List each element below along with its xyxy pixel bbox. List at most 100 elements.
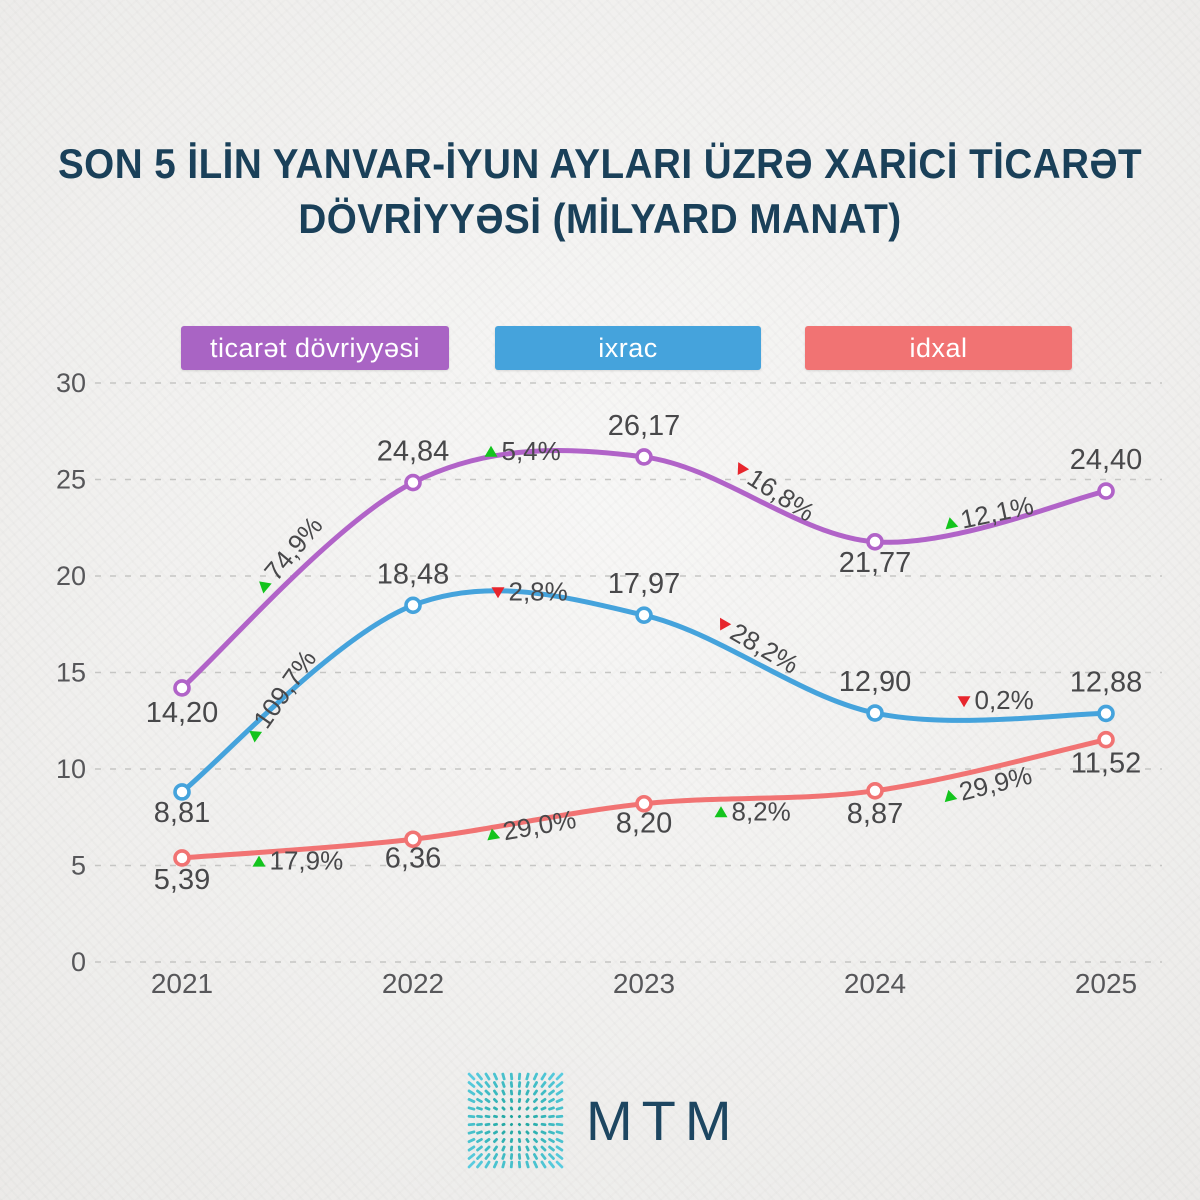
starburst-ray bbox=[525, 1145, 530, 1152]
x-tick-label: 2023 bbox=[613, 968, 675, 999]
change-annotation: 17,9% bbox=[252, 846, 344, 876]
series-line bbox=[179, 448, 1109, 691]
starburst-ray bbox=[532, 1160, 539, 1169]
up-triangle-icon bbox=[945, 517, 959, 530]
change-annotation: 109,7% bbox=[247, 644, 322, 743]
change-percent-label: 17,9% bbox=[270, 846, 344, 876]
change-annotation: 5,4% bbox=[484, 436, 561, 466]
starburst-ray bbox=[492, 1145, 499, 1152]
data-point-marker bbox=[404, 473, 422, 492]
starburst-ray bbox=[493, 1114, 498, 1119]
value-label: 8,81 bbox=[154, 797, 210, 829]
change-percent-label: 2,8% bbox=[509, 576, 568, 606]
value-label: 11,52 bbox=[1071, 748, 1141, 780]
starburst-ray bbox=[501, 1081, 506, 1088]
x-tick-label: 2025 bbox=[1075, 968, 1137, 999]
legend-item-ticaret-dovriyyesi: ticarət dövriyyəsi bbox=[181, 326, 449, 370]
starburst-ray bbox=[484, 1081, 491, 1088]
starburst-ray bbox=[467, 1160, 476, 1169]
data-point-marker bbox=[635, 448, 653, 466]
starburst-ray bbox=[540, 1089, 547, 1096]
y-tick-label: 15 bbox=[56, 658, 86, 688]
starburst-ray bbox=[484, 1130, 491, 1135]
starburst-ray bbox=[555, 1072, 564, 1081]
starburst-ray bbox=[501, 1098, 506, 1103]
change-percent-label: 28,2% bbox=[725, 617, 804, 680]
y-tick-label: 20 bbox=[56, 561, 86, 591]
change-annotation: 29,9% bbox=[944, 760, 1035, 807]
data-point-marker bbox=[404, 596, 422, 615]
starburst-ray bbox=[525, 1081, 530, 1088]
value-label: 6,36 bbox=[385, 842, 441, 874]
data-point-marker bbox=[1097, 482, 1115, 500]
change-annotation: 29,0% bbox=[487, 804, 578, 846]
starburst-ray bbox=[484, 1137, 491, 1144]
starburst-ray bbox=[517, 1145, 522, 1152]
starburst-ray bbox=[476, 1153, 483, 1160]
x-tick-label: 2021 bbox=[151, 968, 213, 999]
starburst-ray bbox=[525, 1153, 530, 1160]
starburst-ray bbox=[533, 1130, 538, 1135]
starburst-ray bbox=[555, 1106, 564, 1111]
starburst-ray bbox=[493, 1130, 498, 1135]
starburst-ray bbox=[492, 1081, 499, 1088]
starburst-ray bbox=[467, 1106, 476, 1111]
data-point-marker bbox=[866, 704, 884, 722]
starburst-ray bbox=[501, 1122, 506, 1127]
change-percent-label: 16,8% bbox=[742, 462, 820, 527]
series-idxal: 17,9% 29,0% 8,2% 29,9% 5,39 6,36 8,20 8,87 11,52 bbox=[154, 730, 1141, 896]
value-label: 21,77 bbox=[839, 547, 912, 579]
change-annotation: 28,2% bbox=[720, 617, 804, 680]
starburst-ray bbox=[555, 1130, 564, 1135]
starburst-ray bbox=[532, 1072, 539, 1081]
starburst-ray bbox=[476, 1137, 483, 1144]
starburst-ray bbox=[492, 1089, 499, 1096]
starburst-ray bbox=[517, 1138, 522, 1143]
starburst-ray bbox=[555, 1137, 564, 1144]
starburst-ray bbox=[517, 1114, 522, 1119]
legend-label: ticarət dövriyyəsi bbox=[209, 332, 421, 363]
starburst-ray bbox=[540, 1137, 547, 1144]
starburst-ray bbox=[501, 1114, 506, 1119]
legend-label: idxal bbox=[909, 332, 968, 363]
starburst-ray bbox=[509, 1098, 514, 1103]
starburst-ray bbox=[548, 1097, 555, 1104]
value-label: 26,17 bbox=[608, 410, 681, 442]
starburst-ray bbox=[467, 1153, 476, 1160]
change-annotation: 0,2% bbox=[957, 685, 1034, 715]
page-title: SON 5 İLİN YANVAR-İYUN AYLARI ÜZRƏ XARİC… bbox=[48, 136, 1152, 247]
starburst-ray bbox=[484, 1114, 491, 1119]
starburst-ray bbox=[555, 1145, 564, 1152]
value-label: 5,39 bbox=[154, 864, 210, 896]
up-triangle-icon bbox=[249, 730, 263, 743]
starburst-ray bbox=[548, 1081, 555, 1088]
up-triangle-icon bbox=[944, 789, 958, 803]
up-triangle-icon bbox=[259, 581, 272, 594]
data-point-marker bbox=[866, 533, 884, 551]
starburst-ray bbox=[540, 1072, 547, 1081]
starburst-ray bbox=[501, 1145, 506, 1152]
starburst-ray bbox=[525, 1130, 530, 1135]
data-point-marker bbox=[635, 606, 653, 624]
starburst-ray bbox=[532, 1081, 539, 1088]
data-point-marker bbox=[404, 830, 422, 849]
series-ixrac: 109,7% 2,8% 28,2% 0,2% 8,81 18,48 17,97 12,90 12… bbox=[154, 558, 1143, 829]
starburst-ray bbox=[484, 1122, 491, 1127]
starburst-ray bbox=[467, 1072, 476, 1081]
starburst-ray bbox=[484, 1160, 491, 1169]
starburst-ray bbox=[517, 1072, 522, 1081]
legend-item-idxal: idxal bbox=[805, 326, 1072, 370]
starburst-ray bbox=[509, 1160, 514, 1169]
starburst-ray bbox=[548, 1106, 555, 1111]
change-annotation: 74,9% bbox=[258, 510, 329, 594]
starburst-ray bbox=[548, 1145, 555, 1152]
starburst-ray bbox=[501, 1089, 506, 1096]
starburst-ray bbox=[540, 1130, 547, 1135]
change-annotation: 12,1% bbox=[945, 490, 1036, 535]
starburst-ray bbox=[525, 1072, 530, 1081]
mtm-logo: MTM bbox=[467, 1072, 741, 1169]
up-triangle-icon bbox=[484, 445, 498, 457]
mtm-starburst-icon bbox=[467, 1072, 564, 1169]
starburst-ray bbox=[509, 1122, 514, 1127]
